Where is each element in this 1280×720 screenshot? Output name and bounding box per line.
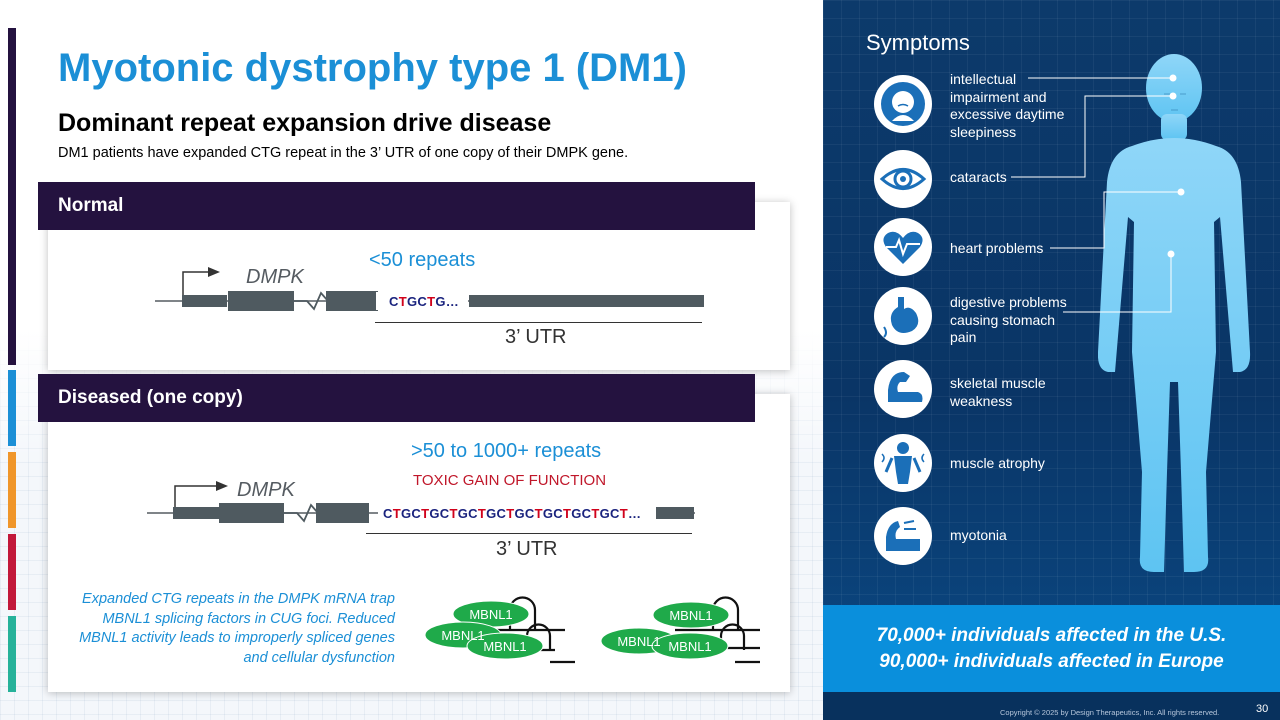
normal-exon-2 [228,291,294,311]
symptom-label-skeletal: skeletal muscle weakness [950,375,1046,409]
page-title: Myotonic dystrophy type 1 (DM1) [58,46,687,90]
rna-hairpin-2 [525,623,552,650]
mbnl1-blob-3 [466,632,544,660]
mbnl1-text-1: MBNL1 [469,607,512,622]
normal-intron [294,291,329,311]
accent-bar-purple [8,28,16,365]
connector-digestive [1063,254,1172,313]
symptom-label-myotonia: myotonia [950,527,1007,543]
connector-cataracts [1011,95,1173,178]
diseased-seq-bg [378,503,656,523]
eye-icon [874,150,932,208]
diseased-repeats-label: >50 to 1000+ repeats [411,440,602,462]
diseased-exon-2 [219,503,284,523]
diseased-utr-bar [656,507,694,519]
connector-heart [1050,191,1181,249]
page-subtitle: Dominant repeat expansion drive disease [58,109,552,137]
normal-card [48,202,790,370]
symptom-label-digestive: digestive problems causing stomach pain [950,294,1067,345]
head-icon [874,75,932,133]
normal-utr-label: 3’ UTR [505,326,567,348]
toxic-gain-label: TOXIC GAIN OF FUNCTION [413,472,607,489]
stomach-icon [874,287,932,345]
dot-head [1169,74,1177,82]
muscle-atrophy-icon [874,434,932,492]
normal-exon-1 [182,295,227,307]
arm-muscle-icon [874,360,932,418]
mbnl1-text-3: MBNL1 [483,639,526,654]
stats-banner [823,605,1280,692]
mbnl-note: Expanded CTG repeats in the DMPK mRNA tr… [79,591,395,666]
dot-heart [1177,188,1185,196]
normal-promoter-arrowhead [208,267,220,277]
accent-bar-teal [8,616,16,692]
dot-stomach [1167,250,1175,258]
mbnl1-blob-4 [652,601,730,629]
diseased-promoter-arrow [174,485,216,507]
diseased-sequence: CTGCTGCTGCTGCTGCTGCTGCTGCT… [383,506,642,521]
rna-hairpin-4 [719,623,746,650]
normal-utr-line [375,322,702,323]
accent-bar-orange [8,452,16,528]
myotonia-icon [874,507,932,565]
symptoms-title: Symptoms [866,30,970,55]
symptom-label-intellectual: intellectual impairment and excessive da… [950,71,1065,140]
accent-bar-blue [8,370,16,446]
normal-seq-bg [376,292,468,310]
symptom-label-atrophy: muscle atrophy [950,455,1045,471]
normal-repeats-label: <50 repeats [369,249,476,271]
diseased-gene-label: DMPK [237,479,295,501]
stat-europe: 90,000+ individuals affected in Europe [879,651,1224,672]
normal-header: Normal [38,182,755,230]
mbnl1-text-4: MBNL1 [669,608,712,623]
mbnl1-blob-6 [651,632,729,660]
symptom-label-heart: heart problems [950,240,1044,256]
footer-bar [823,692,1280,720]
mbnl1-text-6: MBNL1 [668,639,711,654]
normal-gene-label: DMPK [246,266,304,288]
mbnl1-text-5: MBNL1 [617,634,660,649]
diseased-exon-1 [173,507,220,519]
symptom-label-cataracts: cataracts [950,169,1007,185]
diseased-intron [284,503,319,523]
mbnl-foci-diagram: MBNL1 MBNL1 MBNL1 MBNL1 MBNL1 MBNL1 [424,596,760,664]
stat-us: 70,000+ individuals affected in the U.S. [876,625,1227,646]
page-number: 30 [1256,703,1269,715]
page-description: DM1 patients have expanded CTG repeat in… [58,145,629,161]
human-body-figure [1098,54,1251,572]
diseased-header: Diseased (one copy) [38,374,755,422]
normal-exon-3 [326,291,378,311]
accent-bar-red [8,534,16,610]
heart-icon [874,218,932,276]
diseased-promoter-arrowhead [216,481,228,491]
diseased-utr-line [366,533,692,534]
symptom-connectors [1011,74,1185,313]
copyright-text: Copyright © 2025 by Design Therapeutics,… [1000,708,1220,717]
diseased-exon-3 [316,503,369,523]
diseased-utr-label: 3’ UTR [496,538,558,560]
normal-promoter-arrow [182,271,208,295]
mbnl1-text-2: MBNL1 [441,628,484,643]
dot-eye [1169,92,1177,100]
normal-utr-bar [469,295,704,307]
normal-sequence: CTGCTG… [389,294,460,309]
